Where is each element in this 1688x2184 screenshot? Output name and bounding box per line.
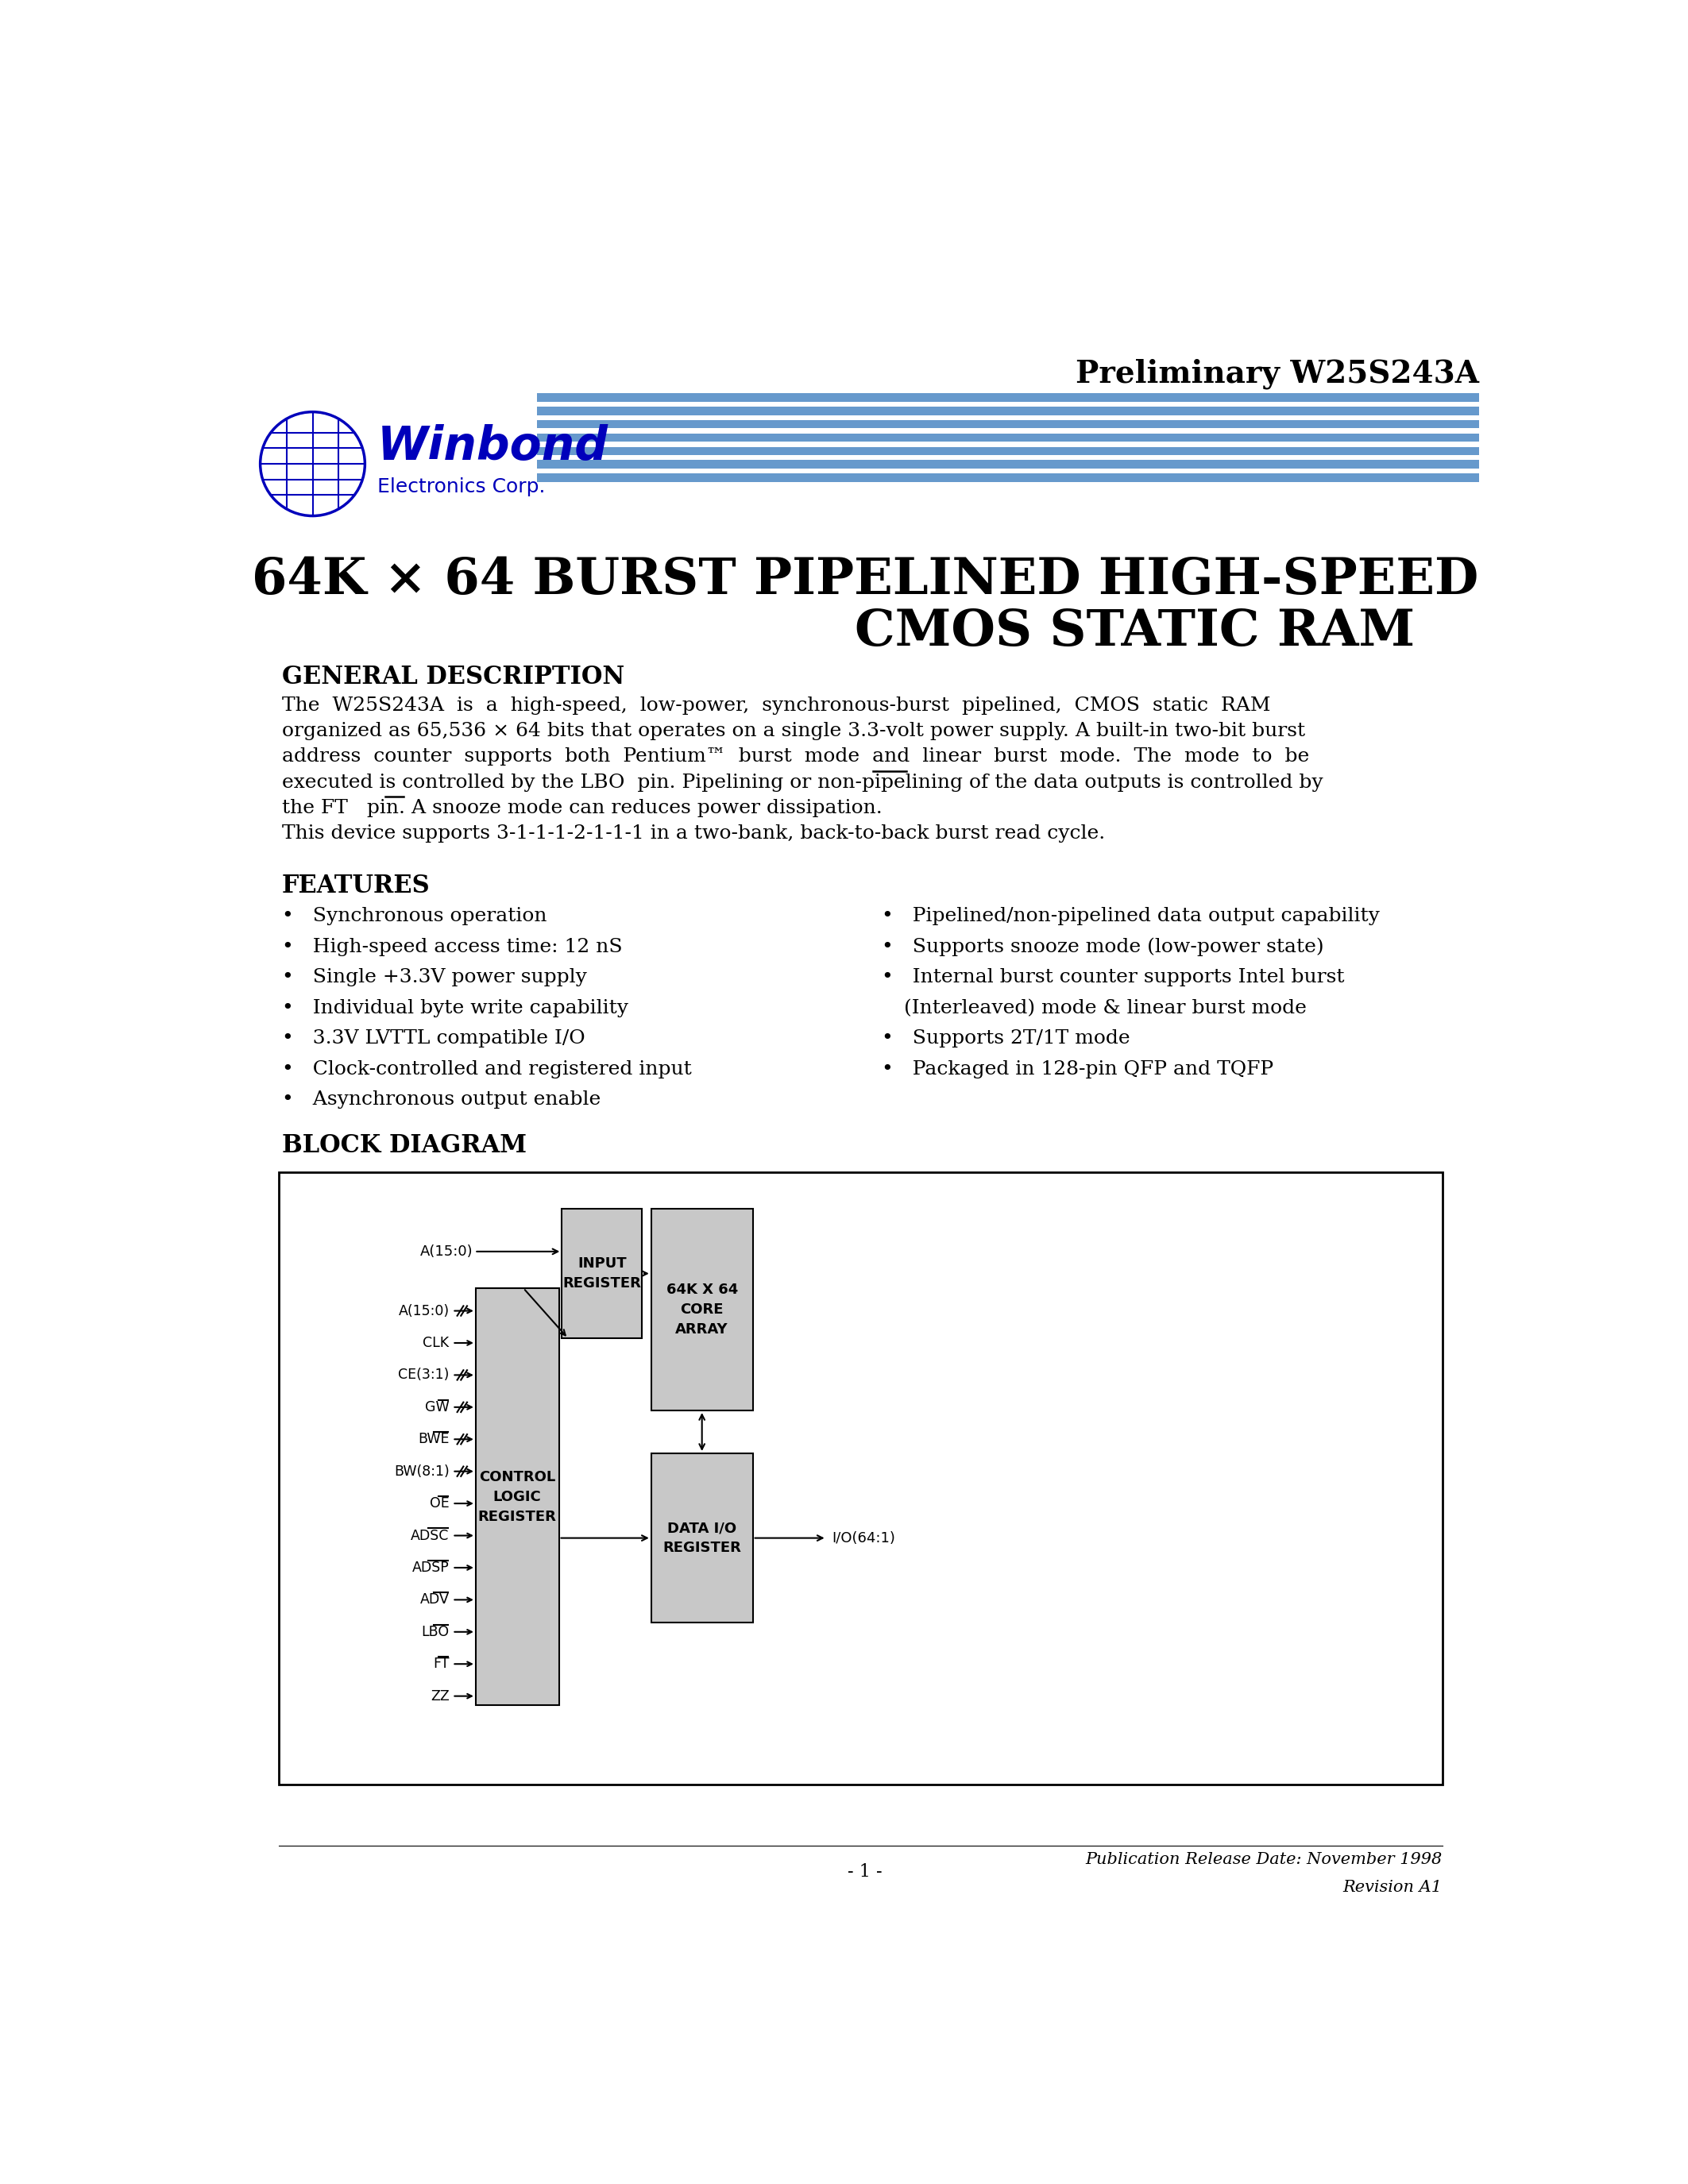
Text: The  W25S243A  is  a  high-speed,  low-power,  synchronous-burst  pipelined,  CM: The W25S243A is a high-speed, low-power,…: [282, 697, 1271, 714]
Text: the FT   pin. A snooze mode can reduces power dissipation.: the FT pin. A snooze mode can reduces po…: [282, 799, 883, 817]
Text: •   Individual byte write capability: • Individual byte write capability: [282, 998, 628, 1018]
Text: GW: GW: [425, 1400, 449, 1415]
Text: BLOCK DIAGRAM: BLOCK DIAGRAM: [282, 1133, 527, 1158]
Text: INPUT
REGISTER: INPUT REGISTER: [562, 1256, 641, 1291]
Text: Revision A1: Revision A1: [1344, 1880, 1442, 1896]
Text: executed is controlled by the LBO  pin. Pipelining or non-pipelining of the data: executed is controlled by the LBO pin. P…: [282, 773, 1323, 791]
Text: CONTROL
LOGIC
REGISTER: CONTROL LOGIC REGISTER: [478, 1470, 557, 1524]
Bar: [476, 1289, 559, 1706]
Text: 64K X 64
CORE
ARRAY: 64K X 64 CORE ARRAY: [667, 1282, 738, 1337]
Text: •   3.3V LVTTL compatible I/O: • 3.3V LVTTL compatible I/O: [282, 1029, 586, 1048]
Bar: [537, 461, 1479, 470]
Text: ADSP: ADSP: [412, 1562, 449, 1575]
Bar: [537, 432, 1479, 441]
Text: •   Single +3.3V power supply: • Single +3.3V power supply: [282, 968, 587, 987]
Text: •   Clock-controlled and registered input: • Clock-controlled and registered input: [282, 1059, 692, 1079]
Text: Winbond: Winbond: [376, 424, 608, 470]
Text: •   Packaged in 128-pin QFP and TQFP: • Packaged in 128-pin QFP and TQFP: [883, 1059, 1274, 1079]
Bar: [562, 1208, 641, 1339]
Text: - 1 -: - 1 -: [847, 1863, 883, 1880]
Text: CLK: CLK: [424, 1337, 449, 1350]
Text: •   Pipelined/non-pipelined data output capability: • Pipelined/non-pipelined data output ca…: [883, 906, 1381, 926]
Text: Preliminary W25S243A: Preliminary W25S243A: [1075, 358, 1479, 389]
Bar: [537, 448, 1479, 454]
Text: Publication Release Date: November 1998: Publication Release Date: November 1998: [1085, 1852, 1442, 1867]
Text: BW(8:1): BW(8:1): [393, 1463, 449, 1479]
Bar: [537, 393, 1479, 402]
Text: •   Supports snooze mode (low-power state): • Supports snooze mode (low-power state): [883, 937, 1323, 957]
Text: GENERAL DESCRIPTION: GENERAL DESCRIPTION: [282, 664, 625, 690]
Text: address  counter  supports  both  Pentium™  burst  mode  and  linear  burst  mod: address counter supports both Pentium™ b…: [282, 747, 1310, 767]
Text: •   Synchronous operation: • Synchronous operation: [282, 906, 547, 926]
Text: organized as 65,536 × 64 bits that operates on a single 3.3-volt power supply. A: organized as 65,536 × 64 bits that opera…: [282, 723, 1305, 740]
Bar: [652, 1452, 753, 1623]
Text: ADV: ADV: [420, 1592, 449, 1607]
Text: OE: OE: [429, 1496, 449, 1511]
Text: A(15:0): A(15:0): [398, 1304, 449, 1317]
Text: •   Internal burst counter supports Intel burst: • Internal burst counter supports Intel …: [883, 968, 1345, 987]
Text: LBO: LBO: [422, 1625, 449, 1638]
Text: DATA I/O
REGISTER: DATA I/O REGISTER: [663, 1520, 741, 1555]
Bar: [537, 474, 1479, 483]
Text: BWE: BWE: [419, 1433, 449, 1446]
Text: •   Supports 2T/1T mode: • Supports 2T/1T mode: [883, 1029, 1131, 1048]
Text: ZZ: ZZ: [430, 1688, 449, 1704]
Text: •   Asynchronous output enable: • Asynchronous output enable: [282, 1090, 601, 1109]
Text: I/O(64:1): I/O(64:1): [832, 1531, 895, 1544]
Text: CMOS STATIC RAM: CMOS STATIC RAM: [854, 607, 1415, 655]
Bar: [652, 1208, 753, 1411]
Text: FEATURES: FEATURES: [282, 874, 430, 898]
Text: A(15:0): A(15:0): [420, 1245, 473, 1258]
Text: FT: FT: [432, 1658, 449, 1671]
Bar: [537, 419, 1479, 428]
Text: 64K × 64 BURST PIPELINED HIGH-SPEED: 64K × 64 BURST PIPELINED HIGH-SPEED: [252, 555, 1479, 605]
Text: CE(3:1): CE(3:1): [398, 1367, 449, 1382]
Text: Electronics Corp.: Electronics Corp.: [376, 478, 545, 496]
Text: ADSC: ADSC: [410, 1529, 449, 1542]
Bar: [537, 406, 1479, 415]
Text: •   High-speed access time: 12 nS: • High-speed access time: 12 nS: [282, 937, 623, 957]
Text: This device supports 3-1-1-1-2-1-1-1 in a two-bank, back-to-back burst read cycl: This device supports 3-1-1-1-2-1-1-1 in …: [282, 826, 1106, 843]
Text: (Interleaved) mode & linear burst mode: (Interleaved) mode & linear burst mode: [903, 998, 1307, 1018]
Bar: [279, 1173, 1442, 1784]
